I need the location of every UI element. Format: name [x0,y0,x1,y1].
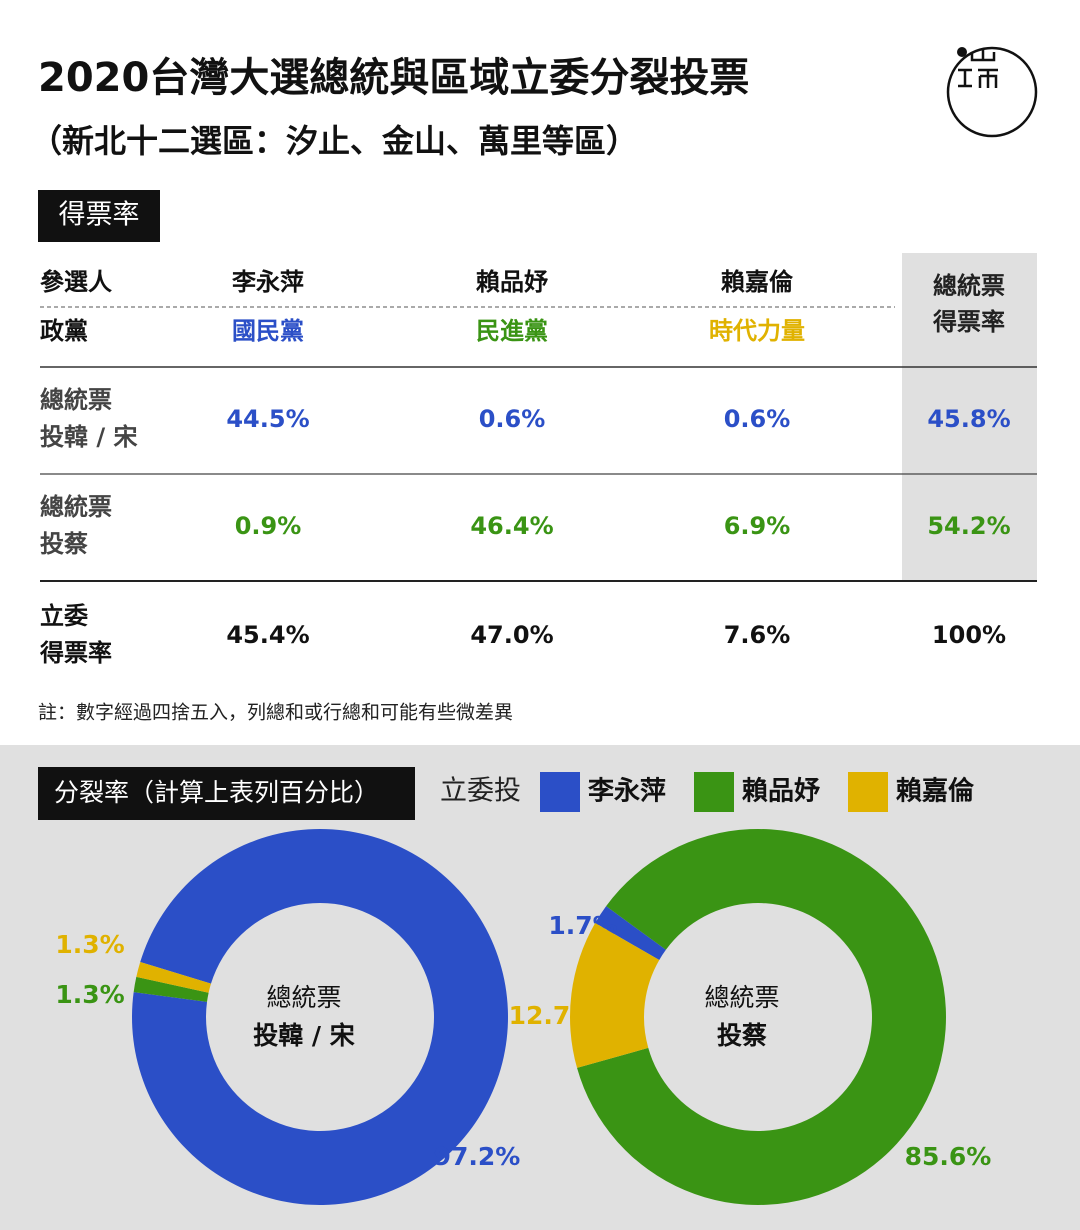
legend: 李永萍 賴品妤 賴嘉倫 [540,772,975,812]
column-header: 參選人 [40,268,112,296]
section-box [38,190,160,242]
logo [946,46,1038,138]
total-value: 54.2% [927,512,1010,540]
value-label: 97.2% [434,1142,521,1171]
party-name: 國民黨 [232,317,304,345]
title: 2020台灣大選總統與區域立委分裂投票 [38,55,749,101]
legend-label: 賴品妤 [742,777,820,807]
center-label: 總統票 [704,983,779,1012]
row-label: 得票率 [39,639,112,667]
party-name: 民進黨 [476,317,548,345]
section-box [38,767,415,820]
row-label: 總統票 [40,386,112,414]
legend-title: 立委投 [440,776,521,807]
center-label: 投韓 / 宋 [253,1021,355,1050]
note: 註：數字經過四捨五入，列總和或行總和可能有些微差異 [38,702,513,724]
donut-slice [131,829,508,1206]
donut-slice [577,829,946,1205]
legend-label: 李永萍 [587,777,666,807]
legend-label: 賴嘉倫 [896,776,975,807]
donut-slice [595,906,666,960]
value-label: 85.6% [905,1142,992,1171]
value-label: 12.7% [509,1001,596,1030]
cell-value: 0.6% [479,405,546,433]
party-name: 時代力量 [709,317,805,345]
cell-value: 0.9% [235,512,302,540]
total-value: 100% [932,621,1006,649]
logo-dot [957,47,967,57]
section-title: 分裂率（計算上表列百分比） [54,778,379,807]
total-header: 得票率 [932,308,1005,336]
legend-swatch [848,772,888,812]
total-column-bg [902,253,1037,582]
logo-glyph [958,48,998,88]
value-label: 1.3% [55,930,124,959]
candidate-name: 賴品妤 [476,268,548,296]
subtitle: （新北十二選區：汐止、金山、萬里等區） [30,122,638,160]
row-label: 立委 [40,602,88,630]
logo-ring [946,46,1038,138]
donut-slice [570,923,660,1068]
row-label: 投蔡 [40,530,88,558]
center-label: 總統票 [266,983,341,1012]
column-header: 政黨 [40,317,88,345]
donut-slice [133,976,209,1002]
row-label: 投韓 / 宋 [40,423,137,451]
total-header: 總統票 [933,272,1005,300]
cell-value: 47.0% [470,621,553,649]
legend-swatch [694,772,734,812]
total-value: 45.8% [927,405,1010,433]
cell-value: 0.6% [724,405,791,433]
cell-value: 7.6% [724,621,791,649]
center-label: 投蔡 [717,1021,767,1050]
donut-slice [136,962,211,993]
legend-swatch [540,772,580,812]
cell-value: 6.9% [724,512,791,540]
cell-value: 44.5% [226,405,309,433]
value-label: 1.3% [55,980,124,1009]
candidate-name: 李永萍 [232,268,304,296]
candidate-name: 賴嘉倫 [721,268,794,296]
cell-value: 45.4% [226,621,309,649]
row-label: 總統票 [40,493,112,521]
cell-value: 46.4% [470,512,553,540]
section-title: 得票率 [59,200,140,231]
